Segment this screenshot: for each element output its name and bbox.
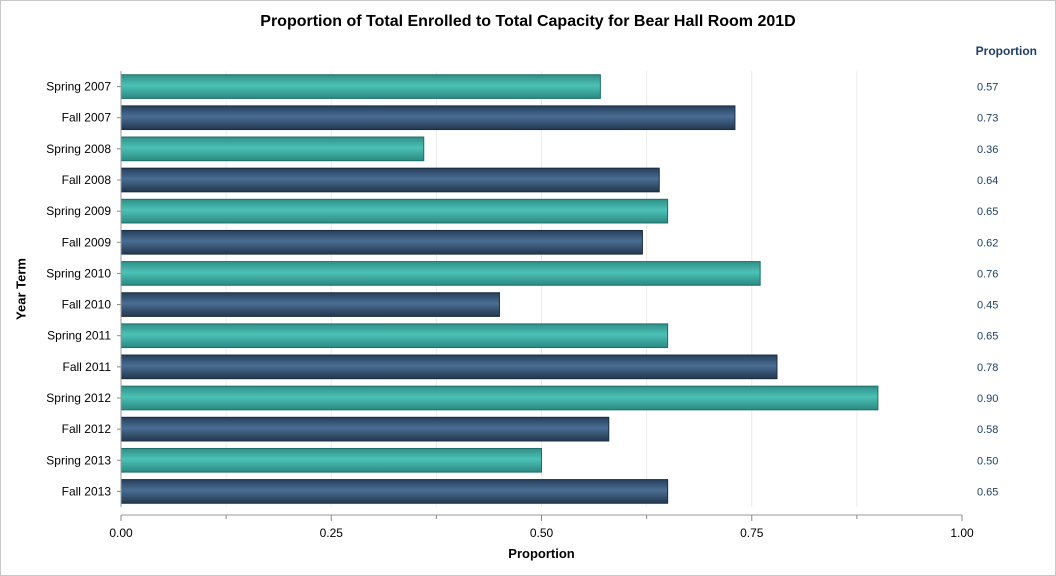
value-label: 0.64	[977, 175, 998, 187]
y-tick-label: Fall 2008	[62, 173, 112, 187]
x-tick-label: 0.00	[109, 526, 133, 540]
bar-spring-2010	[120, 261, 761, 286]
y-tick-label: Fall 2013	[62, 484, 112, 498]
bar-fall-2013	[120, 479, 669, 504]
x-axis-title: Proportion	[508, 546, 575, 561]
y-tick-label: Spring 2011	[47, 329, 111, 343]
bar-fall-2010	[120, 292, 500, 317]
x-tick-label: 1.00	[950, 526, 974, 540]
bar-fall-2007	[120, 105, 736, 131]
y-tick-label: Spring 2012	[46, 391, 111, 405]
y-tick-label: Spring 2010	[46, 266, 111, 280]
y-tick-label: Fall 2012	[62, 422, 112, 436]
bar-fall-2009	[120, 229, 643, 255]
value-label: 0.45	[977, 300, 998, 312]
value-label: 0.65	[977, 486, 998, 498]
y-tick-label: Spring 2013	[46, 453, 111, 467]
bar-spring-2012	[120, 385, 879, 411]
y-tick-label: Fall 2010	[62, 298, 112, 312]
x-tick-label: 0.50	[530, 526, 554, 540]
value-label: 0.50	[977, 455, 998, 467]
bar-spring-2009	[120, 198, 669, 224]
value-label: 0.65	[977, 206, 998, 218]
bar-spring-2013	[120, 447, 542, 473]
bar-spring-2008	[120, 136, 425, 162]
value-label: 0.78	[977, 362, 998, 374]
value-label: 0.57	[977, 82, 998, 94]
bar-fall-2008	[120, 167, 660, 193]
value-label: 0.76	[977, 268, 998, 280]
bar-spring-2011	[120, 323, 669, 349]
y-tick-label: Spring 2008	[46, 142, 111, 156]
y-tick-label: Fall 2011	[63, 360, 112, 374]
value-label: 0.90	[977, 393, 998, 405]
bar-fall-2011	[120, 354, 778, 380]
y-tick-label: Spring 2009	[46, 204, 111, 218]
x-tick-label: 0.25	[320, 526, 344, 540]
y-tick-label: Fall 2009	[62, 235, 112, 249]
value-label: 0.62	[977, 237, 998, 249]
y-tick-label: Fall 2007	[62, 111, 112, 125]
value-label: 0.65	[977, 331, 998, 343]
value-label: 0.58	[977, 424, 998, 436]
chart-title: Proportion of Total Enrolled to Total Ca…	[260, 13, 796, 30]
y-tick-label: Spring 2007	[46, 80, 111, 94]
bar-fall-2012	[120, 416, 610, 442]
bar-spring-2007	[120, 74, 601, 99]
value-label: 0.36	[977, 144, 998, 156]
value-column-header: Proportion	[975, 44, 1037, 58]
value-label: 0.73	[977, 113, 998, 125]
x-tick-label: 0.75	[740, 526, 764, 540]
